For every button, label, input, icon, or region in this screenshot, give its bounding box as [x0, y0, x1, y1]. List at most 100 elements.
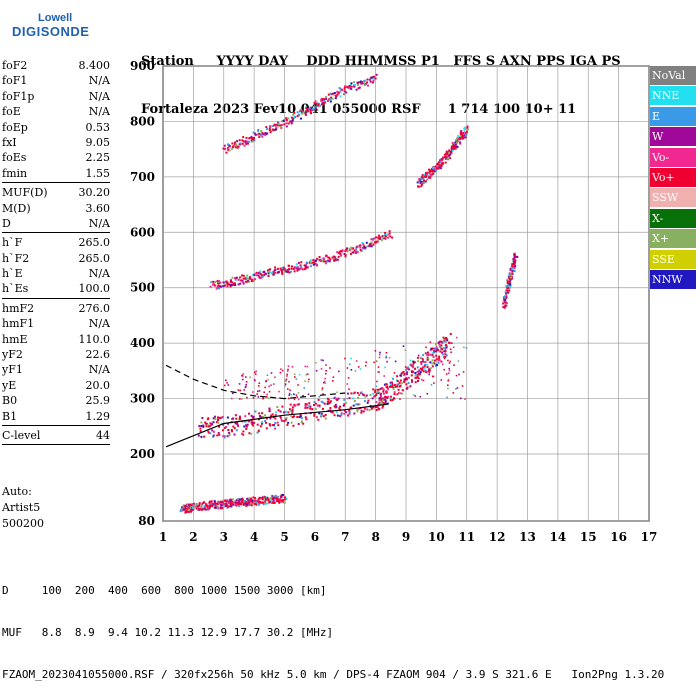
- echo-point: [254, 132, 257, 135]
- echo-point: [217, 502, 220, 505]
- echo-point: [274, 417, 277, 420]
- echo-point: [392, 397, 395, 400]
- echo-point: [463, 134, 466, 137]
- spread-echo-point: [375, 385, 378, 388]
- spread-echo-point: [412, 394, 415, 396]
- echo-point: [285, 122, 288, 125]
- echo-point: [272, 499, 275, 502]
- echo-point: [222, 147, 225, 150]
- echo-point: [396, 385, 399, 387]
- echo-point: [356, 410, 359, 413]
- echo-point: [422, 177, 425, 179]
- echo-point: [334, 396, 337, 399]
- echo-point: [509, 269, 512, 272]
- echo-point: [225, 280, 228, 283]
- echo-point: [424, 369, 427, 372]
- echo-point: [356, 251, 359, 254]
- echo-point: [431, 347, 434, 350]
- echo-point: [234, 146, 237, 149]
- echo-point: [288, 271, 291, 274]
- echo-point: [363, 245, 366, 248]
- echo-point: [304, 264, 307, 267]
- spread-echo-point: [304, 380, 306, 382]
- echo-point: [274, 497, 277, 500]
- echo-point: [363, 407, 366, 410]
- spread-echo-point: [223, 384, 226, 387]
- echo-point: [306, 110, 309, 113]
- param-label: foEs: [2, 151, 27, 165]
- echo-point: [455, 139, 458, 141]
- spread-echo-point: [378, 388, 380, 391]
- echo-point: [417, 360, 420, 363]
- spread-echo-point: [365, 361, 367, 363]
- echo-point: [238, 139, 241, 142]
- echo-point: [506, 278, 509, 281]
- echo-point: [262, 415, 265, 418]
- echo-point: [320, 99, 323, 102]
- echo-point: [239, 503, 242, 505]
- echo-point: [276, 123, 279, 126]
- echo-point: [337, 252, 340, 254]
- echo-point: [268, 407, 271, 410]
- echo-point: [321, 401, 324, 404]
- echo-point: [295, 266, 297, 269]
- param-row: foE N/A: [2, 104, 110, 119]
- echo-point: [457, 135, 460, 138]
- spread-echo-point: [243, 389, 245, 391]
- echo-point: [293, 270, 296, 273]
- spread-echo-point: [267, 378, 269, 381]
- echo-point: [229, 285, 232, 288]
- echo-point: [448, 151, 451, 154]
- spread-echo-point: [332, 380, 334, 382]
- echo-point: [345, 248, 348, 251]
- echo-point: [368, 78, 371, 81]
- echo-point: [392, 388, 395, 391]
- echo-point: [200, 425, 203, 428]
- echo-point: [269, 424, 272, 427]
- param-row: h`E N/A: [2, 266, 110, 281]
- spread-echo-point: [359, 368, 362, 370]
- spread-echo-point: [264, 386, 266, 389]
- echo-point: [309, 110, 312, 113]
- echo-point: [426, 174, 429, 177]
- echo-point: [201, 417, 204, 419]
- x-tick-label: 1: [159, 530, 167, 544]
- echo-point: [273, 501, 276, 504]
- echo-point: [287, 411, 290, 414]
- echo-point: [234, 501, 237, 504]
- echo-point: [463, 128, 466, 131]
- echo-point: [428, 171, 431, 173]
- echo-point: [283, 411, 285, 414]
- echo-point: [296, 114, 299, 117]
- echo-point: [295, 263, 298, 266]
- echo-point: [268, 500, 271, 503]
- echo-point: [384, 237, 387, 240]
- echo-point: [309, 407, 312, 410]
- echo-point: [261, 421, 263, 423]
- echo-point: [202, 508, 205, 510]
- spread-echo-point: [373, 396, 375, 398]
- echo-point: [313, 404, 315, 406]
- spread-echo-point: [387, 388, 389, 391]
- echo-point: [386, 387, 389, 390]
- echo-point: [236, 421, 239, 424]
- echo-point: [459, 141, 462, 144]
- echo-point: [281, 266, 284, 269]
- echo-point: [437, 349, 440, 352]
- x-tick-label: 13: [519, 530, 536, 544]
- legend-item: SSW: [650, 188, 696, 208]
- echo-point: [247, 498, 250, 501]
- spread-echo-point: [460, 397, 462, 400]
- echo-point: [277, 424, 280, 427]
- echo-point: [360, 409, 363, 412]
- echo-point: [397, 388, 400, 391]
- echo-point: [291, 410, 294, 413]
- echo-point: [370, 407, 373, 410]
- spread-echo-point: [409, 359, 412, 362]
- echo-point: [226, 435, 229, 438]
- echo-point: [208, 425, 211, 427]
- echo-point: [508, 282, 511, 285]
- echo-point: [437, 166, 440, 169]
- echo-point: [511, 271, 514, 274]
- echo-point: [443, 340, 446, 343]
